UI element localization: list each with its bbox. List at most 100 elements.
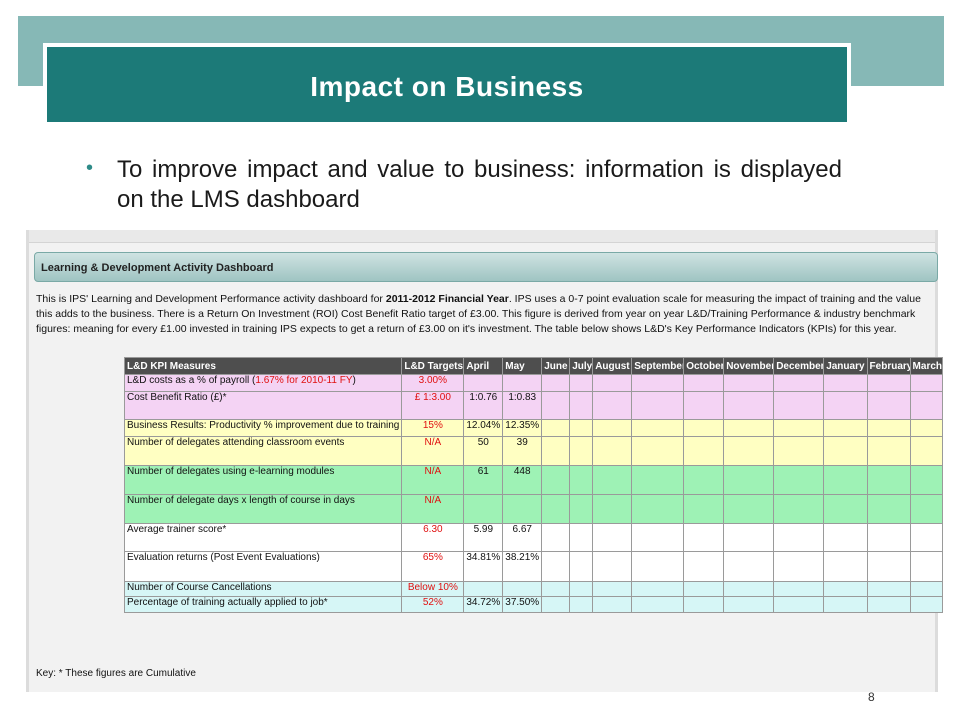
kpi-empty-month-cell xyxy=(683,494,725,524)
kpi-empty-month-cell xyxy=(541,551,571,582)
kpi-table: L&D KPI Measures L&D Targets April May June J… xyxy=(123,357,943,613)
kpi-column-header: November xyxy=(723,357,775,375)
kpi-may-cell: 37.50% xyxy=(502,596,543,613)
kpi-empty-month-cell xyxy=(631,596,685,613)
cumulative-key-note: Key: * These figures are Cumulative xyxy=(36,668,196,679)
kpi-empty-month-cell xyxy=(569,551,594,582)
kpi-column-header: June xyxy=(541,357,571,375)
kpi-row: Business Results: Productivity % improve… xyxy=(123,419,943,437)
kpi-empty-month-cell xyxy=(683,523,725,552)
kpi-row: Percentage of training actually applied … xyxy=(123,596,943,613)
kpi-empty-month-cell xyxy=(683,419,725,437)
kpi-row: L&D costs as a % of payroll (1.67% for 2… xyxy=(123,374,943,392)
kpi-column-header: October xyxy=(683,357,725,375)
kpi-empty-month-cell xyxy=(823,523,868,552)
kpi-empty-month-cell xyxy=(569,581,594,597)
kpi-measure-cell: Percentage of training actually applied … xyxy=(123,596,403,613)
kpi-empty-month-cell xyxy=(866,596,911,613)
kpi-empty-month-cell xyxy=(773,374,825,392)
kpi-empty-month-cell xyxy=(723,391,775,420)
screenshot-top-bar xyxy=(29,230,935,243)
kpi-empty-month-cell xyxy=(541,596,571,613)
kpi-april-cell xyxy=(463,374,504,392)
kpi-empty-month-cell xyxy=(541,374,571,392)
kpi-column-header: L&D KPI Measures xyxy=(123,357,403,375)
kpi-empty-month-cell xyxy=(569,596,594,613)
kpi-empty-month-cell xyxy=(569,374,594,392)
kpi-measure-label: Number of delegate days x length of cour… xyxy=(127,495,355,507)
kpi-target-cell: 65% xyxy=(401,551,465,582)
kpi-row: Cost Benefit Ratio (£)* £ 1:3.00 1:0.76 1:0… xyxy=(123,391,943,420)
kpi-empty-month-cell xyxy=(541,391,571,420)
kpi-empty-month-cell xyxy=(683,436,725,466)
kpi-empty-month-cell xyxy=(773,523,825,552)
kpi-may-cell xyxy=(502,494,543,524)
kpi-column-header: April xyxy=(463,357,504,375)
kpi-empty-month-cell xyxy=(773,596,825,613)
kpi-empty-month-cell xyxy=(683,374,725,392)
kpi-measure-label: Cost Benefit Ratio (£)* xyxy=(127,392,227,404)
kpi-row: Number of delegates using e-learning mod… xyxy=(123,465,943,495)
kpi-row: Evaluation returns (Post Event Evaluatio… xyxy=(123,551,943,582)
kpi-empty-month-cell xyxy=(631,374,685,392)
kpi-target-cell: 6.30 xyxy=(401,523,465,552)
kpi-empty-month-cell xyxy=(723,523,775,552)
kpi-measure-label: Business Results: Productivity % improve… xyxy=(127,420,400,432)
kpi-empty-month-cell xyxy=(823,374,868,392)
financial-year-label: 2011-2012 Financial Year xyxy=(385,293,509,305)
kpi-measure-cell: Number of delegates using e-learning mod… xyxy=(123,465,403,495)
kpi-april-cell: 50 xyxy=(463,436,504,466)
kpi-empty-month-cell xyxy=(909,419,943,437)
kpi-empty-month-cell xyxy=(592,465,633,495)
kpi-empty-month-cell xyxy=(823,391,868,420)
kpi-april-cell: 34.81% xyxy=(463,551,504,582)
kpi-empty-month-cell xyxy=(773,436,825,466)
bullet-text: To improve impact and value to business:… xyxy=(117,156,842,213)
kpi-column-header: January xyxy=(823,357,868,375)
kpi-empty-month-cell xyxy=(569,419,594,437)
kpi-column-header: August xyxy=(592,357,633,375)
kpi-row: Average trainer score* 6.30 5.99 6.67 xyxy=(123,523,943,552)
kpi-measure-label: L&D costs as a % of payroll ( xyxy=(127,375,256,387)
kpi-may-cell: 1:0.83 xyxy=(502,391,543,420)
kpi-april-cell: 34.72% xyxy=(463,596,504,613)
kpi-empty-month-cell xyxy=(773,551,825,582)
kpi-target-cell: £ 1:3.00 xyxy=(401,391,465,420)
kpi-empty-month-cell xyxy=(909,523,943,552)
kpi-empty-month-cell xyxy=(866,391,911,420)
kpi-april-cell: 12.04% xyxy=(463,419,504,437)
kpi-empty-month-cell xyxy=(773,581,825,597)
kpi-empty-month-cell xyxy=(909,581,943,597)
kpi-empty-month-cell xyxy=(541,436,571,466)
kpi-empty-month-cell xyxy=(541,494,571,524)
kpi-empty-month-cell xyxy=(592,374,633,392)
kpi-empty-month-cell xyxy=(592,391,633,420)
kpi-may-cell: 38.21% xyxy=(502,551,543,582)
kpi-row: Number of delegates attending classroom … xyxy=(123,436,943,466)
kpi-empty-month-cell xyxy=(866,551,911,582)
kpi-empty-month-cell xyxy=(683,551,725,582)
kpi-empty-month-cell xyxy=(773,419,825,437)
intro-text-start: This is IPS' Learning and Development Pe… xyxy=(36,293,386,305)
kpi-empty-month-cell xyxy=(823,436,868,466)
kpi-measure-label: Percentage of training actually applied … xyxy=(127,597,328,609)
kpi-empty-month-cell xyxy=(909,596,943,613)
kpi-column-header: July xyxy=(569,357,594,375)
kpi-empty-month-cell xyxy=(631,419,685,437)
kpi-empty-month-cell xyxy=(823,551,868,582)
kpi-empty-month-cell xyxy=(723,419,775,437)
kpi-empty-month-cell xyxy=(631,523,685,552)
kpi-empty-month-cell xyxy=(723,465,775,495)
kpi-measure-cell: Business Results: Productivity % improve… xyxy=(123,419,403,437)
kpi-header-row: L&D KPI Measures L&D Targets April May June J… xyxy=(123,357,943,375)
page-number: 8 xyxy=(868,690,875,704)
kpi-empty-month-cell xyxy=(631,465,685,495)
kpi-empty-month-cell xyxy=(569,391,594,420)
kpi-empty-month-cell xyxy=(592,419,633,437)
kpi-measure-cell: Evaluation returns (Post Event Evaluatio… xyxy=(123,551,403,582)
kpi-target-cell: 15% xyxy=(401,419,465,437)
kpi-empty-month-cell xyxy=(592,523,633,552)
kpi-measure-note-close: ) xyxy=(352,375,356,387)
kpi-empty-month-cell xyxy=(866,581,911,597)
kpi-empty-month-cell xyxy=(866,374,911,392)
